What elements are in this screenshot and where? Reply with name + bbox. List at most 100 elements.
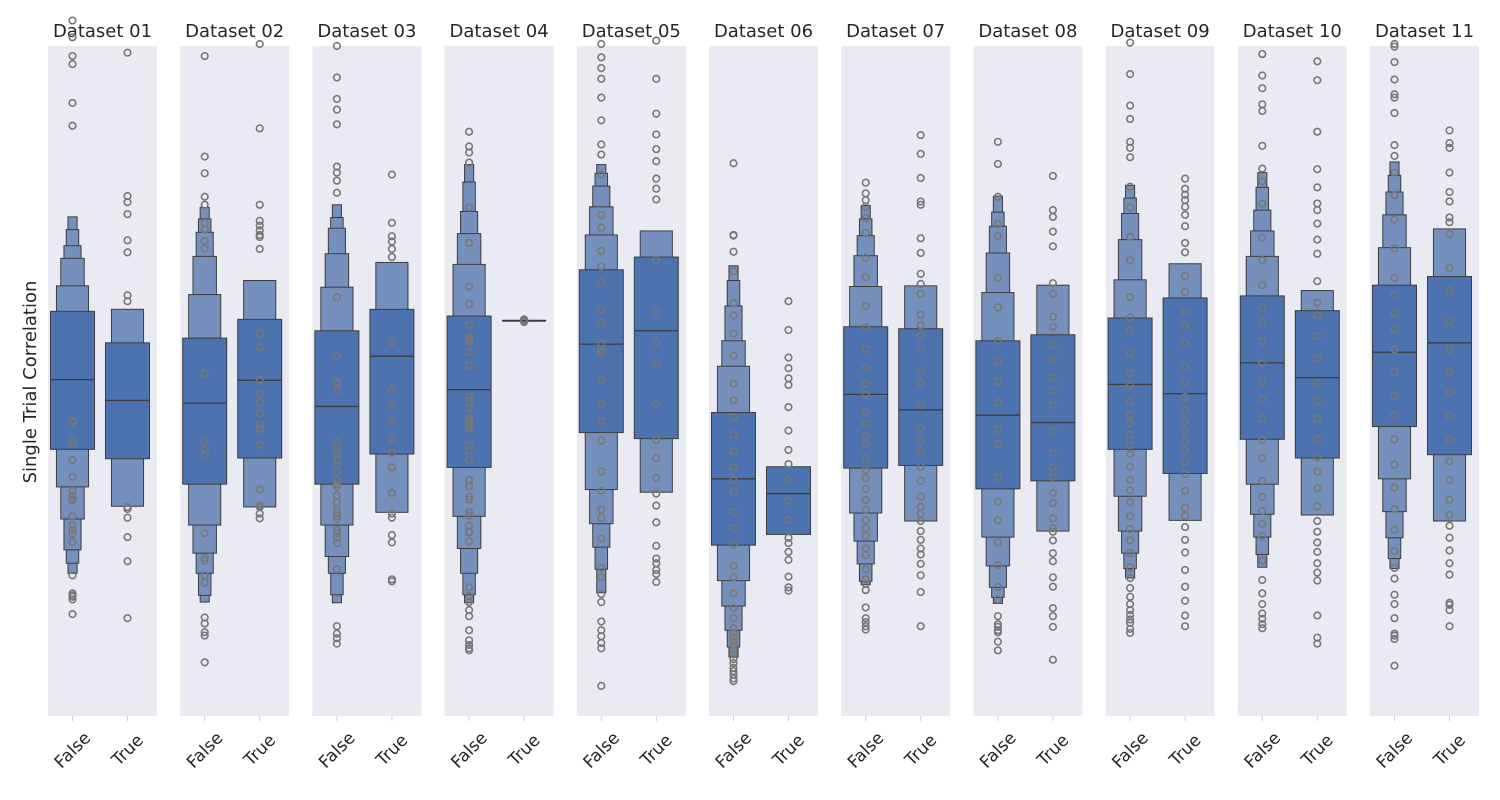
y-axis-label: Single Trial Correlation — [20, 281, 41, 484]
outlier-point — [1048, 355, 1057, 364]
group-false: False — [975, 137, 1021, 773]
outlier-point — [68, 520, 77, 530]
outlier-point — [729, 430, 738, 439]
outlier-point — [68, 416, 77, 425]
outlier-point — [729, 267, 738, 276]
outlier-point — [597, 305, 606, 315]
outlier-point — [1048, 488, 1057, 497]
outlier-point — [916, 587, 925, 597]
outlier-point — [784, 475, 793, 484]
outlier-point — [255, 329, 264, 338]
outlier-point — [861, 323, 870, 332]
outlier-point — [597, 617, 606, 626]
outlier-point — [1048, 498, 1057, 508]
outlier-point — [993, 232, 1003, 241]
outlier-point — [1445, 411, 1454, 420]
outlier-point — [387, 509, 397, 518]
outlier-point — [597, 436, 606, 445]
outlier-point — [652, 36, 661, 45]
outlier-point — [993, 595, 1003, 604]
outlier-point — [597, 170, 606, 179]
boxen-level-1 — [314, 330, 360, 485]
outlier-point — [1048, 527, 1057, 536]
outlier-point — [1180, 437, 1190, 447]
outlier-point — [1390, 42, 1399, 51]
outlier-point — [68, 529, 77, 538]
outlier-point — [1445, 230, 1454, 239]
outlier-point — [68, 439, 77, 449]
outlier-point — [1180, 238, 1190, 248]
outlier-point — [1313, 527, 1322, 536]
outlier-point — [1390, 525, 1399, 534]
outlier-point — [861, 474, 870, 483]
outlier-point — [1125, 293, 1135, 302]
outlier-point — [597, 597, 606, 607]
outlier-point — [465, 392, 474, 402]
outlier-point — [68, 525, 77, 534]
outlier-point — [916, 289, 925, 299]
outlier-point — [1390, 39, 1399, 49]
boxen-level-1 — [1294, 310, 1340, 459]
outlier-point — [1180, 287, 1190, 296]
outlier-point — [68, 436, 77, 445]
outlier-point — [1390, 460, 1399, 469]
outlier-point — [784, 515, 793, 524]
outlier-point — [1313, 332, 1322, 341]
outlier-point — [1313, 467, 1322, 476]
outlier-point — [1445, 495, 1454, 504]
outlier-point — [784, 533, 793, 542]
outlier-point — [729, 624, 738, 633]
outlier-point — [861, 524, 870, 533]
x-tick-label: False — [844, 728, 888, 772]
outlier-point — [1258, 303, 1267, 312]
outlier-point — [729, 573, 738, 582]
outlier-point — [200, 51, 209, 61]
outlier-point — [1180, 405, 1190, 414]
outlier-point — [1180, 321, 1190, 330]
outlier-point — [1258, 519, 1267, 528]
outlier-point — [465, 158, 474, 167]
outlier-point — [1445, 213, 1454, 222]
panel-title: Dataset 11 — [1375, 21, 1474, 42]
outlier-point — [861, 253, 870, 262]
outlier-point — [597, 278, 606, 287]
outlier-point — [597, 223, 606, 232]
outlier-point — [255, 244, 264, 254]
outlier-point — [1313, 183, 1322, 192]
outlier-point — [916, 526, 925, 536]
outlier-point — [68, 494, 77, 504]
outlier-point — [123, 210, 132, 219]
outlier-point — [861, 453, 870, 463]
boxen-level-1 — [1107, 317, 1153, 450]
outlier-point — [916, 535, 925, 544]
outlier-point — [1313, 354, 1322, 363]
outlier-point — [1180, 582, 1190, 591]
outlier-point — [68, 512, 77, 521]
outlier-point — [387, 575, 397, 584]
outlier-point — [68, 589, 77, 598]
outlier-point — [861, 301, 870, 311]
outlier-point — [255, 420, 264, 429]
outlier-point — [465, 238, 474, 248]
outlier-point — [1048, 582, 1057, 591]
outlier-point — [255, 343, 264, 352]
outlier-point — [729, 663, 738, 672]
outlier-point — [200, 437, 209, 446]
outlier-point — [916, 622, 925, 631]
outlier-point — [1180, 511, 1190, 520]
outlier-point — [465, 348, 474, 357]
outlier-point — [1048, 322, 1057, 331]
outlier-point — [1313, 611, 1322, 620]
outlier-point — [332, 437, 342, 447]
outlier-point — [1313, 576, 1322, 585]
outlier-point — [597, 589, 606, 599]
outlier-point — [916, 200, 925, 209]
outlier-point — [332, 293, 342, 302]
outlier-point — [861, 505, 870, 514]
x-tick-label: False — [1108, 728, 1152, 772]
outlier-point — [597, 74, 606, 83]
outlier-point — [652, 338, 661, 347]
outlier-point — [387, 513, 397, 522]
outlier-point — [332, 162, 342, 171]
outlier-point — [123, 502, 132, 512]
